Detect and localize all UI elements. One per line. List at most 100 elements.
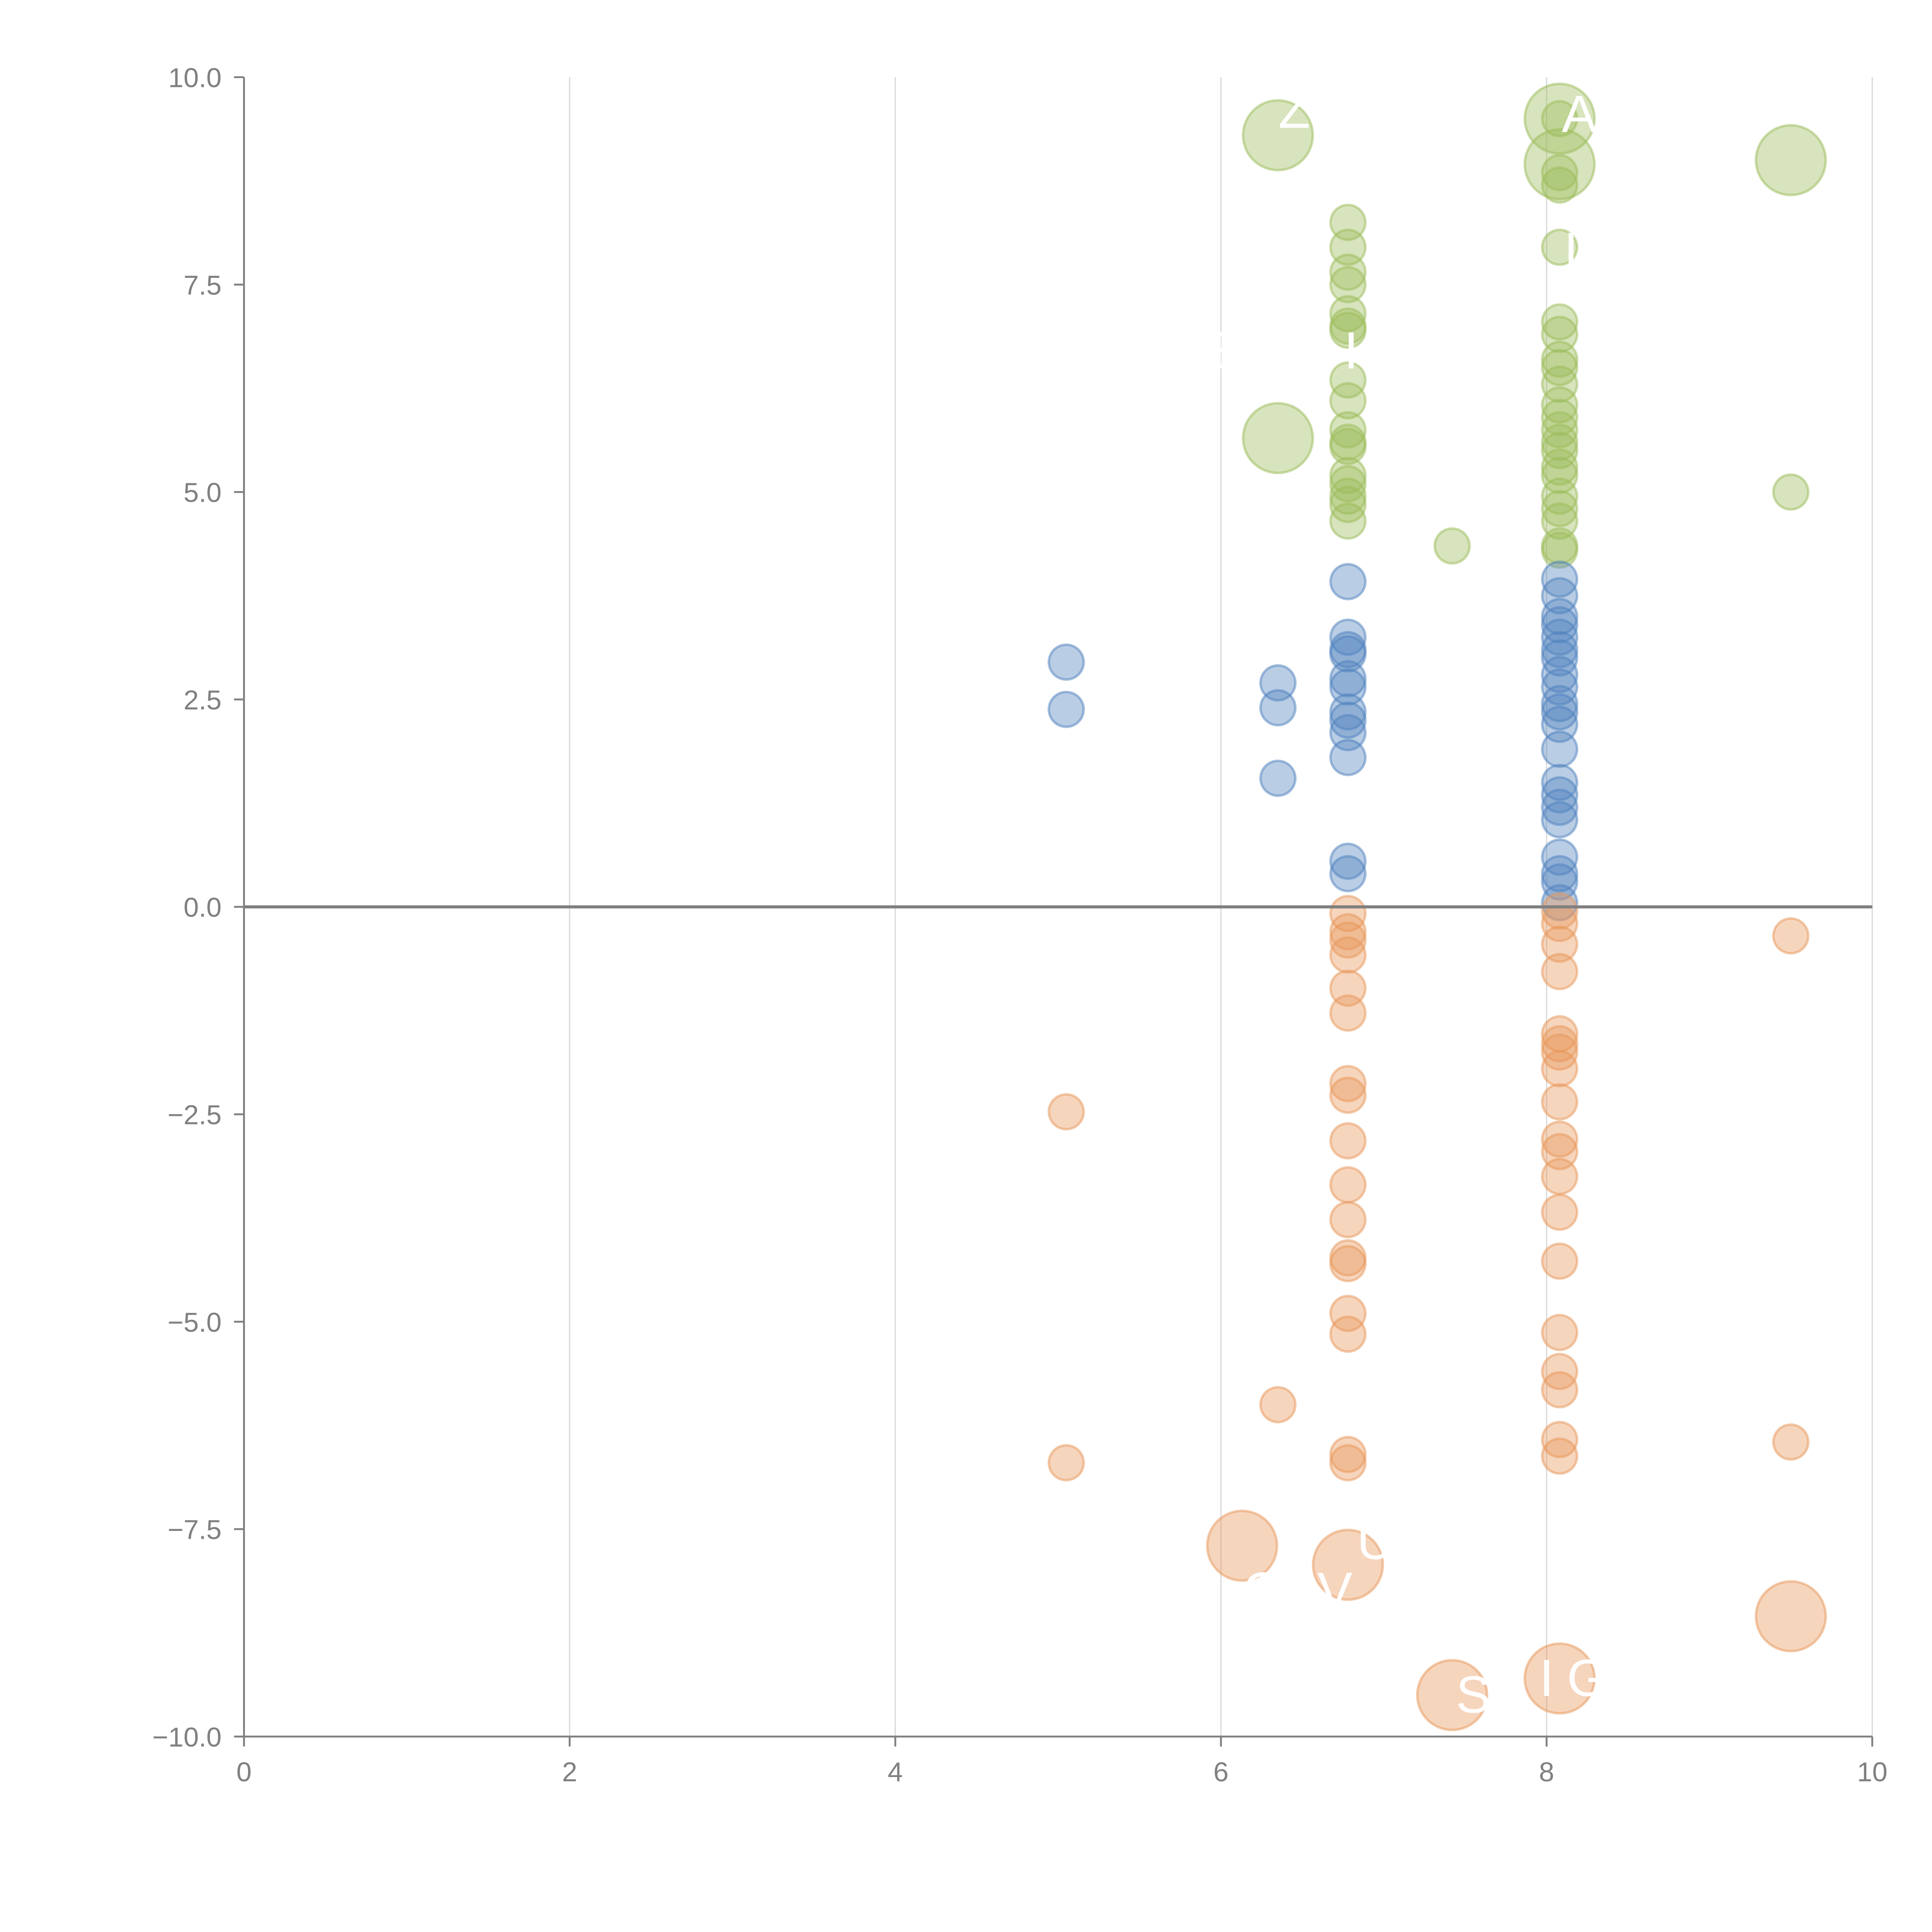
data-point-orange — [1541, 1120, 1578, 1158]
data-point-blue — [1259, 759, 1297, 797]
data-point-blue — [1329, 855, 1367, 893]
data-point-green — [1541, 100, 1578, 138]
x-tick-label: 0 — [236, 1757, 252, 1787]
data-point-blue — [1329, 563, 1367, 600]
data-point-blue — [1541, 855, 1578, 893]
data-point-green — [1541, 448, 1578, 486]
data-point-orange — [1329, 1435, 1367, 1473]
data-point-orange — [1541, 892, 1578, 930]
point-label: I — [1564, 222, 1578, 280]
data-point-green — [1541, 365, 1578, 403]
data-point-orange — [1329, 1065, 1367, 1102]
data-point-orange — [1259, 1386, 1297, 1423]
data-point-orange — [1048, 1093, 1085, 1131]
data-point-orange — [1329, 1294, 1367, 1332]
data-point-orange — [1416, 1659, 1488, 1731]
y-tick-label: −2.5 — [168, 1100, 222, 1131]
data-point-green — [1772, 473, 1810, 511]
data-point-blue — [1329, 701, 1367, 739]
y-tick-label: 2.5 — [184, 685, 222, 716]
axis-layer — [243, 77, 1872, 1738]
point-label: I — [1344, 321, 1359, 379]
x-tick-label: 6 — [1213, 1757, 1228, 1787]
data-point-orange — [1541, 925, 1578, 963]
data-point-blue — [1541, 801, 1578, 838]
data-point-green — [1329, 253, 1367, 291]
points-layer — [1048, 82, 1827, 1731]
data-point-orange — [1329, 921, 1367, 959]
data-point-green — [1329, 502, 1367, 540]
data-point-blue — [1329, 693, 1367, 731]
data-point-blue — [1541, 577, 1578, 615]
data-point-green — [1329, 457, 1367, 494]
data-point-orange — [1541, 1193, 1578, 1231]
data-point-orange — [1329, 1122, 1367, 1160]
data-point-orange — [1329, 1166, 1367, 1204]
data-point-green — [1329, 311, 1367, 349]
data-point-orange — [1329, 1444, 1367, 1481]
data-point-orange — [1541, 1437, 1578, 1475]
y-tick-label: −5.0 — [168, 1307, 222, 1338]
data-point-blue — [1541, 730, 1578, 768]
data-point-green — [1541, 303, 1578, 341]
y-tick-label: −10.0 — [152, 1722, 221, 1753]
data-point-green — [1541, 154, 1578, 191]
data-point-orange — [1541, 1083, 1578, 1121]
data-point-green — [1329, 382, 1367, 420]
point-label: G — [1567, 1649, 1607, 1707]
point-label: U — [1357, 1512, 1395, 1570]
x-tick-label: 8 — [1539, 1757, 1554, 1787]
data-point-blue — [1329, 660, 1367, 697]
data-point-blue — [1259, 689, 1297, 726]
data-point-green — [1541, 166, 1578, 204]
data-point-blue — [1048, 690, 1085, 728]
data-point-green — [1541, 457, 1578, 494]
data-point-orange — [1541, 953, 1578, 990]
data-point-green — [1329, 427, 1367, 465]
y-tick-label: 0.0 — [184, 893, 222, 923]
ticks-layer: 0 2 4 6 8 10 10.0 7.5 5.0 2.5 0.0 −2.5 −5.0 −7.5 −10.0 — [152, 63, 1888, 1788]
data-point-orange — [1541, 1314, 1578, 1351]
data-point-orange — [1523, 1642, 1596, 1715]
data-point-blue — [1541, 598, 1578, 635]
data-point-orange — [1329, 994, 1367, 1032]
point-label: Z — [1278, 81, 1310, 139]
data-point-blue — [1329, 739, 1367, 776]
data-point-orange — [1772, 1423, 1810, 1461]
data-point-green — [1242, 99, 1314, 172]
data-point-orange — [1541, 1371, 1578, 1408]
data-point-blue — [1541, 656, 1578, 694]
data-point-blue — [1541, 618, 1578, 656]
data-point-orange — [1329, 936, 1367, 974]
data-point-blue — [1541, 788, 1578, 826]
point-label: A — [1562, 85, 1597, 143]
data-point-orange — [1329, 1201, 1367, 1238]
point-label: I — [1539, 1649, 1554, 1707]
data-point-orange — [1541, 1050, 1578, 1088]
data-point-orange — [1312, 1529, 1384, 1601]
y-tick-label: 7.5 — [184, 270, 222, 301]
data-point-green — [1541, 411, 1578, 449]
data-point-orange — [1329, 1315, 1367, 1353]
data-point-blue — [1541, 884, 1578, 922]
data-point-blue — [1541, 693, 1578, 731]
data-point-blue — [1541, 863, 1578, 901]
data-point-green — [1329, 465, 1367, 503]
point-labels-layer: Z AIE IUC VS I G — [1212, 81, 1608, 1724]
y-tick-label: 10.0 — [168, 63, 222, 94]
data-point-green — [1242, 402, 1314, 474]
x-tick-label: 10 — [1857, 1757, 1888, 1787]
point-label: C — [1243, 1562, 1281, 1620]
data-point-green — [1541, 490, 1578, 527]
data-point-green — [1329, 266, 1367, 303]
data-point-green — [1541, 531, 1578, 569]
data-point-orange — [1541, 1158, 1578, 1196]
x-tick-label: 2 — [562, 1757, 577, 1787]
data-point-blue — [1329, 842, 1367, 880]
y-tick-label: 5.0 — [184, 478, 222, 508]
data-point-orange — [1772, 917, 1810, 955]
data-point-blue — [1048, 643, 1085, 681]
data-point-orange — [1329, 1245, 1367, 1282]
data-point-blue — [1541, 685, 1578, 723]
